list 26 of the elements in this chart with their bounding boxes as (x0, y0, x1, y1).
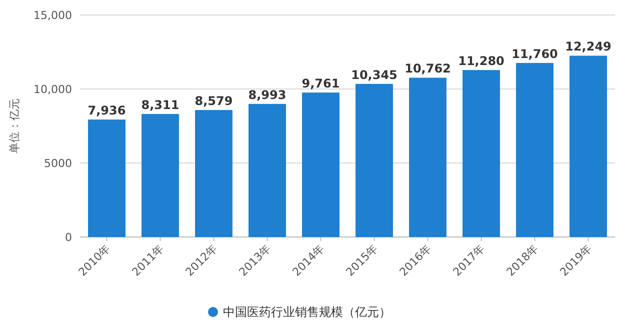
y-tick-label: 15,000 (34, 9, 72, 22)
data-label: 12,249 (565, 40, 612, 54)
data-label: 10,762 (404, 62, 451, 76)
bar (302, 92, 340, 237)
data-label: 11,760 (512, 46, 558, 61)
bar (570, 56, 607, 237)
y-axis-title: 单位：亿元 (8, 98, 21, 154)
bar (356, 84, 393, 237)
y-tick-label: 5000 (44, 157, 72, 170)
data-label: 7,936 (88, 104, 126, 118)
bar (409, 78, 446, 237)
y-tick-label: 10,000 (34, 83, 72, 96)
bar (516, 62, 554, 237)
bar (195, 110, 232, 237)
bar (88, 120, 126, 237)
data-label: 8,579 (194, 94, 233, 108)
data-label: 8,993 (248, 88, 286, 102)
data-label: 10,345 (351, 68, 398, 82)
data-label: 8,311 (141, 98, 180, 112)
bar (248, 104, 286, 237)
bar (462, 70, 500, 237)
bar (142, 114, 179, 237)
data-label: 11,280 (458, 54, 504, 68)
legend-label: 中国医药行业销售规模（亿元） (223, 305, 391, 319)
y-tick-label: 0 (65, 231, 72, 244)
data-label: 9,761 (302, 76, 340, 91)
